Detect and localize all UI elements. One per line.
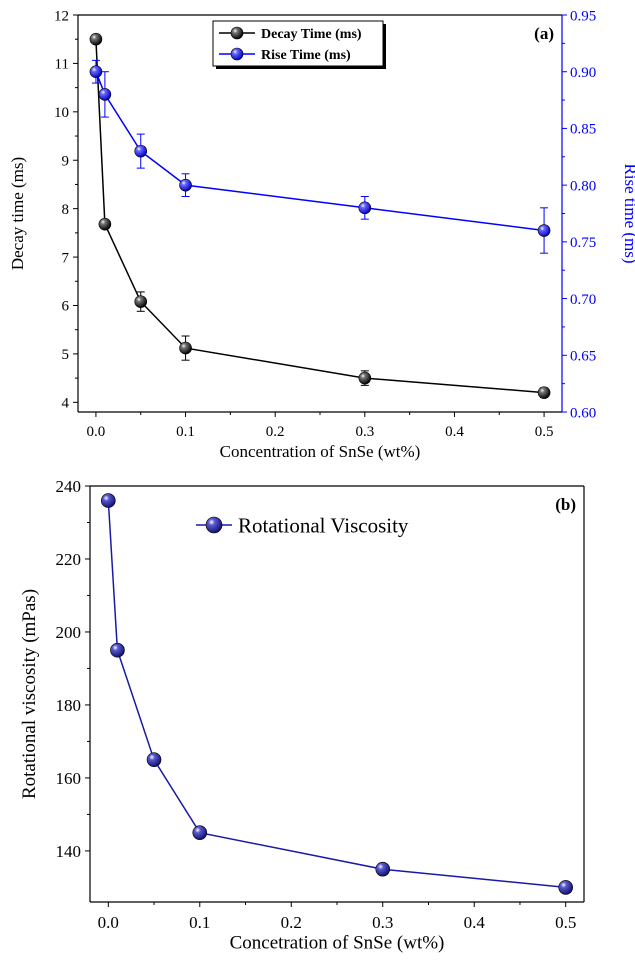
x-tick-label: 0.4 xyxy=(445,424,464,440)
data-point xyxy=(98,88,112,101)
x-tick-label: 0.4 xyxy=(464,913,486,932)
y-tick-label: 160 xyxy=(56,769,82,788)
data-point xyxy=(110,642,125,658)
data-point xyxy=(98,217,112,231)
legend-marker xyxy=(205,516,223,534)
data-point xyxy=(89,65,103,79)
y2-axis-label: Rise time (ms) xyxy=(621,163,635,263)
x-tick-label: 0.1 xyxy=(189,913,210,932)
data-point xyxy=(179,341,192,355)
x-tick-label: 0.2 xyxy=(281,913,302,932)
y-tick-label: 10 xyxy=(54,105,69,121)
data-point xyxy=(537,224,551,237)
x-tick-label: 0.5 xyxy=(535,424,554,440)
y2-tick-label: 0.60 xyxy=(570,405,596,421)
panel-label: (b) xyxy=(555,495,576,514)
data-point xyxy=(192,825,208,840)
x-axis-label: Concentration of SnSe (wt%) xyxy=(220,442,421,461)
y-tick-label: 140 xyxy=(56,842,82,861)
data-point xyxy=(537,386,551,399)
data-point xyxy=(100,493,116,508)
legend-label: Rise Time (ms) xyxy=(261,48,351,63)
data-point xyxy=(375,861,391,877)
legend-marker xyxy=(230,47,244,61)
data-point xyxy=(146,752,162,767)
data-point xyxy=(89,32,103,46)
y2-tick-label: 0.85 xyxy=(570,122,596,138)
data-point xyxy=(358,371,372,385)
x-tick-label: 0.1 xyxy=(176,424,195,440)
y2-tick-label: 0.75 xyxy=(570,235,596,251)
y2-tick-label: 0.95 xyxy=(570,8,596,24)
data-point xyxy=(134,144,148,158)
y-tick-label: 8 xyxy=(62,202,70,218)
panel-a-chart: 0.0 0.1 0.2 0.3 0.4 0.5 4 5 6 7 8 9 10 11 12 0.60 0.65 0.… xyxy=(8,8,635,461)
y-tick-label: 12 xyxy=(54,8,69,24)
y-tick-label: 7 xyxy=(62,250,70,266)
data-point xyxy=(134,295,148,308)
x-axis-label: Concetration of SnSe (wt%) xyxy=(230,932,445,953)
x-tick-label: 0.0 xyxy=(87,424,106,440)
y-axis-label: Decay time (ms) xyxy=(8,157,27,270)
y-tick-label: 9 xyxy=(62,153,70,169)
legend-label: Rotational Viscosity xyxy=(238,513,409,537)
y-tick-label: 200 xyxy=(56,623,82,642)
legend-label: Decay Time (ms) xyxy=(261,27,362,42)
y-tick-label: 220 xyxy=(56,550,82,569)
y-tick-label: 11 xyxy=(55,57,69,73)
y-tick-label: 5 xyxy=(62,347,70,363)
panel-label: (a) xyxy=(534,24,554,43)
data-point xyxy=(179,178,192,192)
data-point xyxy=(558,880,574,895)
y-axis-label: Rotational viscosity (mPas) xyxy=(19,589,40,799)
x-tick-label: 0.5 xyxy=(555,913,576,932)
y2-tick-label: 0.65 xyxy=(570,349,596,365)
y-tick-label: 240 xyxy=(56,477,82,496)
y2-tick-label: 0.70 xyxy=(570,292,596,308)
y-tick-label: 180 xyxy=(56,696,82,715)
x-tick-label: 0.0 xyxy=(98,913,119,932)
series-line xyxy=(107,500,566,889)
y2-tick-label: 0.80 xyxy=(570,178,596,194)
panel-b-chart: 0.0 0.1 0.2 0.3 0.4 0.5 140 160 180 200 220 240 Conc… xyxy=(19,477,585,953)
series-line xyxy=(95,39,545,394)
data-point xyxy=(358,201,372,215)
x-tick-label: 0.3 xyxy=(372,913,393,932)
y-tick-label: 6 xyxy=(62,299,70,315)
series-line xyxy=(95,71,545,232)
y-tick-label: 4 xyxy=(62,396,70,412)
y2-tick-label: 0.90 xyxy=(570,65,596,81)
x-tick-label: 0.3 xyxy=(355,424,374,440)
x-tick-label: 0.2 xyxy=(266,424,285,440)
legend-marker xyxy=(230,26,244,40)
